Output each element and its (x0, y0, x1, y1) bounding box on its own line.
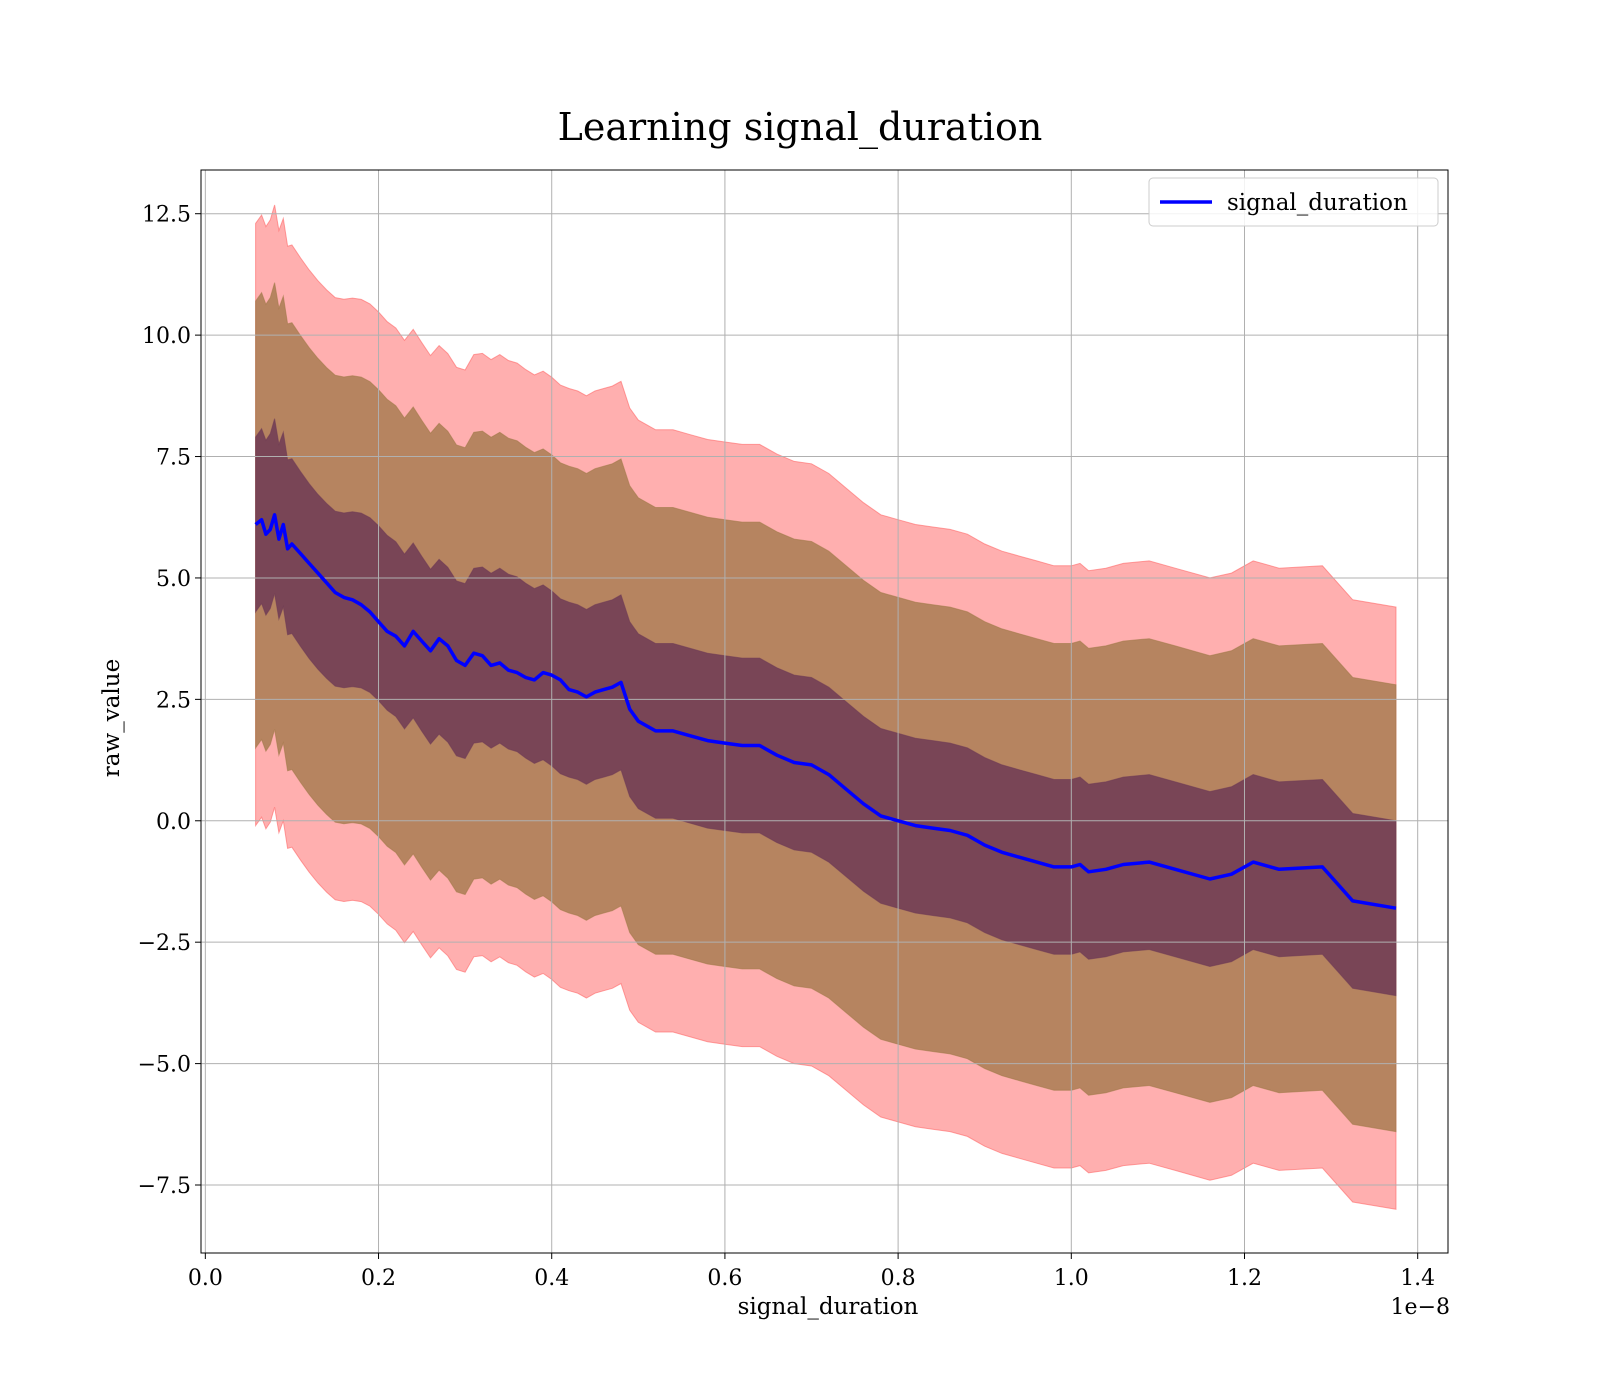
y-tick-label: 10.0 (142, 324, 191, 349)
band-inner (255, 418, 1397, 997)
x-tick-label: 0.6 (707, 1266, 742, 1291)
y-tick-label: 5.0 (156, 567, 191, 592)
y-tick-label: −5.0 (138, 1053, 191, 1078)
x-axis-label: signal_duration (738, 1294, 919, 1320)
legend: signal_duration (1148, 177, 1439, 227)
y-axis: −7.5 −5.0 −2.5 0.0 2.5 5.0 7.5 10.0 12.5 (138, 203, 201, 1199)
x-tick-label: 1.2 (1227, 1266, 1262, 1291)
x-axis: 0.0 0.2 0.4 0.6 0.8 1.0 1.2 1.4 (188, 1253, 1435, 1291)
y-tick-label: 2.5 (156, 688, 191, 713)
y-tick-label: −2.5 (138, 931, 191, 956)
confidence-bands (255, 204, 1397, 1210)
x-tick-label: 0.0 (188, 1266, 223, 1291)
x-axis-offset-label: 1e−8 (1391, 1295, 1450, 1320)
y-axis-label: raw_value (99, 659, 125, 777)
x-tick-label: 0.4 (534, 1266, 569, 1291)
series-lines (254, 513, 1397, 910)
chart-title: Learning signal_duration (558, 105, 1043, 150)
x-tick-label: 0.8 (881, 1266, 916, 1291)
y-tick-label: 12.5 (142, 203, 191, 228)
y-tick-label: −7.5 (138, 1174, 191, 1199)
x-tick-label: 0.2 (361, 1266, 396, 1291)
plot-frame (200, 169, 1449, 1254)
y-tick-label: 0.0 (156, 810, 191, 835)
x-tick-label: 1.0 (1054, 1266, 1089, 1291)
legend-box (1148, 177, 1439, 227)
y-tick-label: 7.5 (156, 446, 191, 471)
plot-area (200, 169, 1449, 1254)
legend-label: signal_duration (1227, 190, 1408, 216)
x-tick-label: 1.4 (1400, 1266, 1435, 1291)
series-line-signal-duration (254, 513, 1397, 910)
